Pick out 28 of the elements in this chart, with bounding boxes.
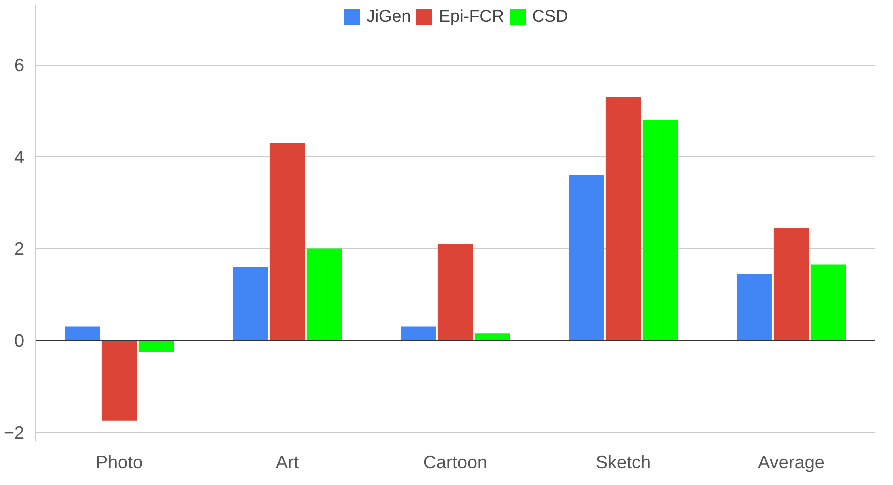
bar [810, 264, 846, 341]
bar [232, 267, 268, 341]
bar [438, 244, 474, 341]
x-tick-label: Sketch [596, 452, 652, 472]
bar [568, 175, 604, 341]
bar [400, 326, 436, 341]
bar [774, 228, 810, 341]
legend-label: JiGen [366, 7, 412, 27]
bar [606, 97, 642, 341]
y-tick-label: 2 [14, 239, 25, 260]
x-tick-label: Cartoon [423, 452, 488, 472]
x-tick-label: Photo [96, 452, 144, 472]
y-tick-label: 4 [14, 147, 25, 168]
bar [270, 143, 306, 341]
legend-label: CSD [532, 7, 568, 27]
bar [102, 340, 138, 421]
bar [138, 340, 174, 352]
bar [736, 274, 772, 341]
legend-label: Epi-FCR [439, 7, 504, 27]
bar [64, 326, 100, 341]
bar [306, 248, 342, 341]
bar [474, 334, 510, 341]
bar [642, 120, 678, 341]
y-tick-label: 6 [14, 56, 25, 76]
x-tick-label: Average [758, 452, 825, 472]
y-tick-label: −2 [4, 422, 25, 443]
x-tick-label: Art [276, 452, 300, 472]
y-tick-label: 0 [14, 331, 25, 352]
